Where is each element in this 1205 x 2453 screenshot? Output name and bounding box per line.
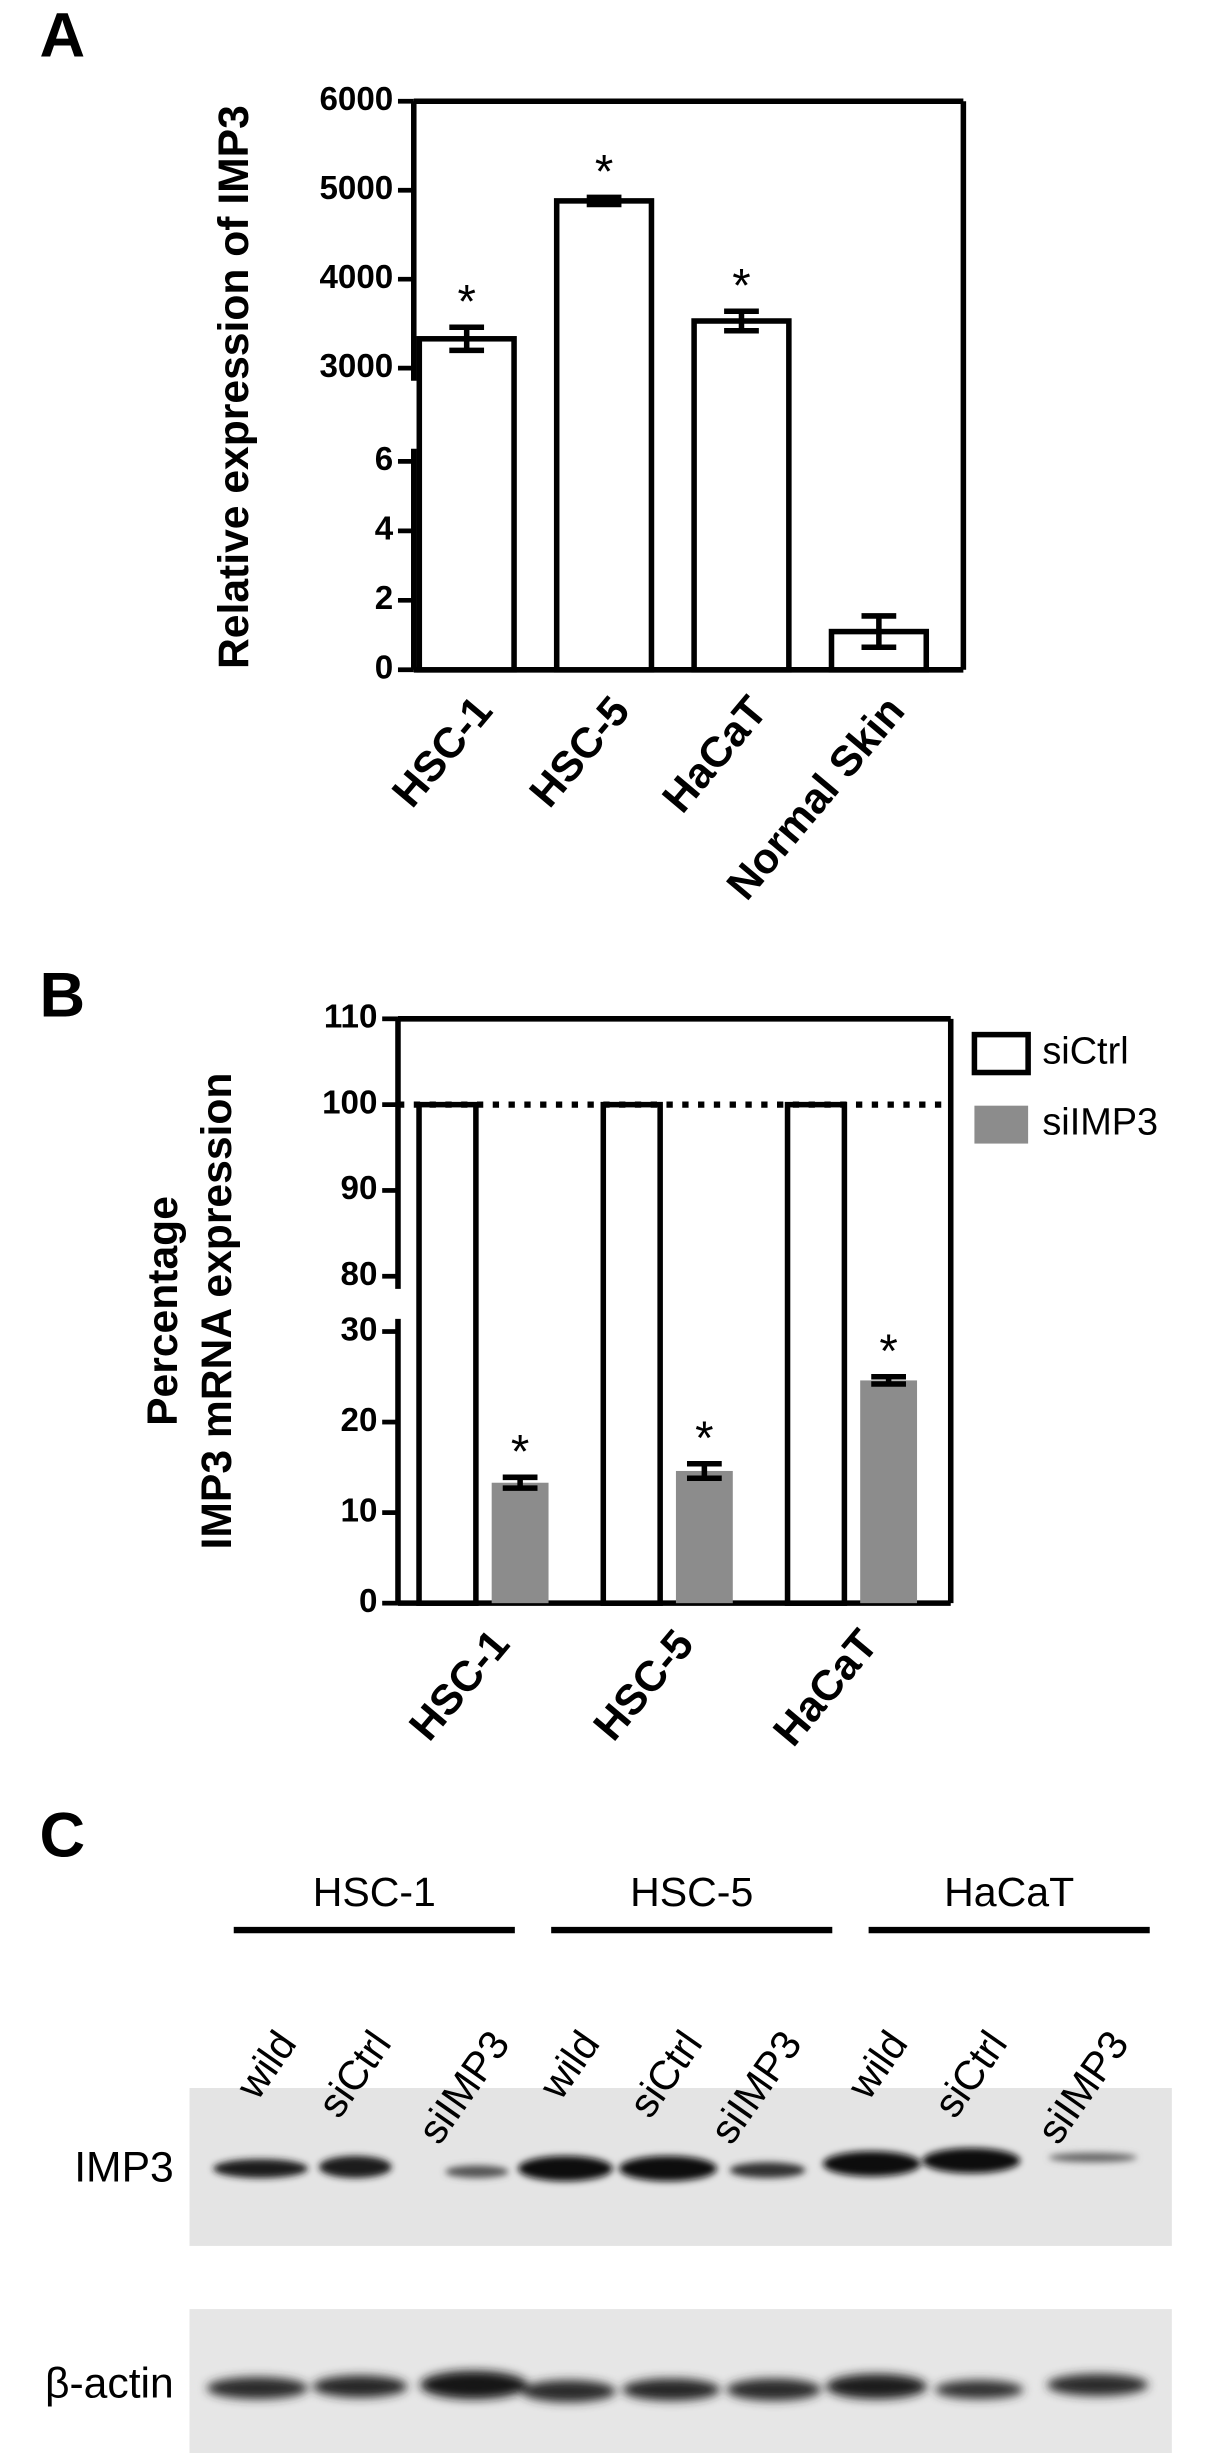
- panel-label: C: [39, 1801, 85, 1871]
- significance: *: [595, 146, 613, 199]
- legend-label: siCtrl: [1042, 1031, 1128, 1073]
- y-tick-label: 0: [375, 650, 393, 687]
- bar: [491, 1482, 549, 1604]
- legend-label: siIMP3: [1042, 1102, 1158, 1144]
- bar: [691, 318, 792, 673]
- band: [420, 2370, 528, 2400]
- bar: [416, 336, 517, 673]
- band: [213, 2159, 308, 2179]
- y-tick-label: 0: [359, 1583, 377, 1620]
- bar: [600, 1101, 663, 1606]
- y-tick-label: 2: [375, 580, 393, 617]
- significance: *: [879, 1325, 897, 1378]
- error-bar: [449, 324, 485, 354]
- x-tick-label: HSC-1: [400, 1621, 519, 1750]
- significance: *: [511, 1426, 529, 1479]
- y-tick-label: 3000: [319, 348, 393, 385]
- bar: [860, 1380, 918, 1604]
- row-label: β-actin: [45, 2360, 174, 2408]
- bar: [675, 1470, 733, 1604]
- band: [922, 2148, 1021, 2174]
- x-tick-label: HaCaT: [653, 687, 777, 821]
- y-tick-label: 80: [341, 1256, 378, 1293]
- y-tick-label: 110: [324, 999, 378, 1036]
- x-tick-label: HSC-5: [520, 687, 639, 816]
- band: [1048, 2152, 1138, 2163]
- y-axis-title: Relative expression of IMP3: [210, 105, 258, 669]
- x-tick-label: HSC-1: [383, 687, 502, 816]
- significance: *: [732, 260, 750, 313]
- band: [729, 2162, 806, 2179]
- error-bar: [502, 1474, 538, 1491]
- y-tick-label: 5000: [319, 170, 393, 207]
- significance: *: [457, 276, 475, 329]
- panel-label: A: [39, 0, 85, 70]
- row-label: IMP3: [74, 2143, 173, 2191]
- band: [445, 2165, 509, 2179]
- band: [521, 2380, 616, 2403]
- legend-swatch: [974, 1105, 1029, 1144]
- error-bar: [586, 194, 622, 208]
- error-bar: [861, 613, 897, 650]
- group-label: HSC-1: [313, 1869, 436, 1915]
- blot-images: [189, 2088, 1172, 2453]
- band: [312, 2375, 408, 2398]
- error-bar: [686, 1460, 722, 1481]
- band: [319, 2155, 392, 2179]
- y-tick-label: 4: [375, 511, 394, 548]
- y-axis-title: IMP3 mRNA expression: [193, 1073, 241, 1550]
- actin-bands: [206, 2370, 1149, 2403]
- band: [619, 2155, 717, 2182]
- band: [622, 2378, 721, 2401]
- y-tick-label: 4000: [319, 259, 393, 296]
- band: [518, 2155, 613, 2182]
- significance: *: [695, 1412, 713, 1465]
- y-axis-title: Percentage: [139, 1196, 187, 1426]
- y-tick-label: 30: [341, 1311, 378, 1348]
- y-tick-label: 6000: [319, 81, 393, 118]
- y-tick-label: 6: [375, 441, 393, 478]
- band: [1047, 2373, 1149, 2396]
- error-bar: [724, 308, 759, 334]
- band: [822, 2151, 921, 2177]
- y-tick-label: 20: [341, 1402, 378, 1439]
- band: [825, 2373, 928, 2400]
- group-label: HSC-5: [630, 1869, 753, 1915]
- bar: [416, 1101, 479, 1606]
- band: [934, 2380, 1024, 2400]
- bar: [784, 1101, 848, 1606]
- band: [726, 2378, 822, 2401]
- legend-swatch: [971, 1031, 1031, 1076]
- panel-label: B: [39, 961, 85, 1031]
- group-label: HaCaT: [944, 1869, 1074, 1915]
- imp3-bands: [213, 2148, 1138, 2182]
- y-tick-label: 100: [322, 1084, 377, 1121]
- x-tick-label: HSC-5: [584, 1621, 703, 1750]
- y-tick-label: 10: [341, 1492, 378, 1529]
- bar: [553, 198, 655, 673]
- x-tick-label: HaCaT: [764, 1621, 888, 1755]
- y-tick-label: 90: [341, 1170, 378, 1207]
- error-bar: [871, 1374, 906, 1387]
- band: [206, 2377, 308, 2400]
